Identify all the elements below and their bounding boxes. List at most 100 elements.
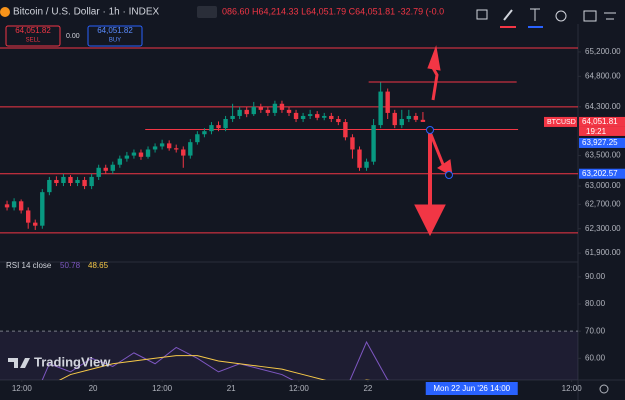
- candle-body: [413, 115, 419, 120]
- crosshair-label: Mon 22 Jun '26 14:00: [433, 384, 510, 393]
- candle-body: [406, 115, 412, 120]
- x-tick-label: 20: [89, 384, 98, 393]
- x-tick-label: 21: [227, 384, 236, 393]
- candle-body: [237, 109, 242, 116]
- x-tick-label: 12:00: [12, 384, 33, 393]
- candle-body: [152, 146, 158, 150]
- symbol-tag-label: BTCUSD: [547, 119, 576, 126]
- candle-body: [138, 152, 144, 157]
- candle-body: [300, 115, 306, 120]
- candle-body: [47, 179, 52, 193]
- crosshair-tag: [425, 382, 518, 395]
- candle-body: [96, 167, 101, 177]
- candle-body: [103, 167, 108, 171]
- rsi-band: [0, 331, 578, 380]
- price-tag-label: 64,051.81: [582, 117, 618, 126]
- candle-body: [216, 125, 221, 129]
- anchor-point[interactable]: [445, 171, 453, 179]
- y-tick-label: 65,200.00: [585, 47, 621, 56]
- candle-body: [223, 119, 228, 129]
- price-tag: [579, 116, 625, 127]
- arrow-drawings: [414, 45, 453, 237]
- toolbar: [460, 2, 580, 24]
- spread: 0.00: [66, 33, 80, 40]
- rsi-line: [41, 340, 390, 380]
- candle-body: [343, 122, 348, 138]
- candle-body: [4, 204, 10, 208]
- countdown: 19:21: [586, 127, 607, 136]
- tradingview-logo: TradingView: [8, 354, 111, 369]
- candle-body: [202, 131, 207, 135]
- y-tick-label: 63,000.00: [585, 181, 621, 190]
- eye-button[interactable]: [197, 6, 217, 18]
- candle-body: [279, 103, 285, 110]
- price-tag: [579, 168, 625, 179]
- candle-body: [371, 125, 376, 162]
- candle-body: [166, 143, 172, 149]
- candle-body: [378, 91, 383, 126]
- rsi-line: [58, 355, 371, 380]
- candle-body: [230, 115, 235, 120]
- symbol-title[interactable]: Bitcoin / U.S. Dollar · 1h · INDEX: [13, 7, 159, 18]
- buy-label: BUY: [109, 38, 121, 44]
- candle-body: [181, 149, 186, 156]
- x-tick-label: 12:00: [152, 384, 173, 393]
- candle-body: [329, 115, 334, 120]
- candle-body: [195, 134, 200, 143]
- y-tick-label: 60.00: [585, 353, 606, 362]
- buy-button[interactable]: [87, 25, 143, 47]
- y-tick-label: 80.00: [585, 299, 606, 308]
- candle-body: [75, 179, 80, 184]
- candle-body: [258, 106, 264, 110]
- y-tick-label: 61,900.00: [585, 248, 621, 257]
- candle-body: [82, 179, 87, 187]
- price-tag-label: 63,927.25: [582, 138, 618, 147]
- ohlc-values: 086.60 H64,214.33 L64,051.79 C64,051.81 …: [222, 6, 444, 16]
- candle-body: [293, 112, 299, 120]
- candle-body: [322, 115, 327, 118]
- candle-body: [314, 114, 320, 118]
- x-tick-label: 12:00: [562, 384, 583, 393]
- symbol-tag: [544, 116, 577, 127]
- candle-body: [364, 161, 369, 168]
- settings-icon[interactable]: [599, 384, 609, 394]
- candle-body: [174, 148, 179, 150]
- candle-body: [385, 91, 390, 113]
- sell-price: 64,051.82: [15, 26, 51, 35]
- candle-body: [61, 176, 66, 184]
- candle-body: [265, 109, 271, 113]
- rsi-ma-value: 48.65: [88, 261, 109, 270]
- candle-body: [159, 143, 165, 147]
- candle-body: [350, 137, 355, 150]
- toolbar-icons[interactable]: [476, 8, 616, 28]
- candle-body: [145, 149, 151, 157]
- sell-label: SELL: [26, 38, 41, 44]
- candle-body: [251, 106, 256, 115]
- countdown-tag: [579, 126, 625, 136]
- candle-body: [399, 119, 404, 126]
- y-tick-label: 62,300.00: [585, 224, 621, 233]
- buy-price: 64,051.82: [97, 26, 133, 35]
- candle-body: [25, 210, 31, 223]
- candle-body: [124, 155, 130, 159]
- price-tag-label: 63,202.57: [582, 169, 618, 178]
- y-tick-label: 62,700.00: [585, 199, 621, 208]
- candle-body: [18, 201, 24, 211]
- x-tick-label: 22: [363, 384, 372, 393]
- candle-body: [357, 149, 362, 168]
- symbol-icon: [0, 7, 10, 17]
- candle-body: [40, 192, 45, 226]
- y-tick-label: 90.00: [585, 272, 606, 281]
- candle-body: [336, 119, 341, 123]
- candle-body: [68, 176, 73, 184]
- rsi-value: 50.78: [60, 261, 81, 270]
- rsi-title: RSI 14 close: [6, 261, 52, 270]
- candle-body: [11, 201, 17, 208]
- candle-body: [131, 152, 137, 156]
- sell-button[interactable]: [5, 25, 61, 47]
- anchor-point[interactable]: [426, 126, 434, 134]
- candle-body: [54, 179, 59, 184]
- y-tick-label: 64,800.00: [585, 71, 621, 80]
- x-tick-label: 12:00: [289, 384, 310, 393]
